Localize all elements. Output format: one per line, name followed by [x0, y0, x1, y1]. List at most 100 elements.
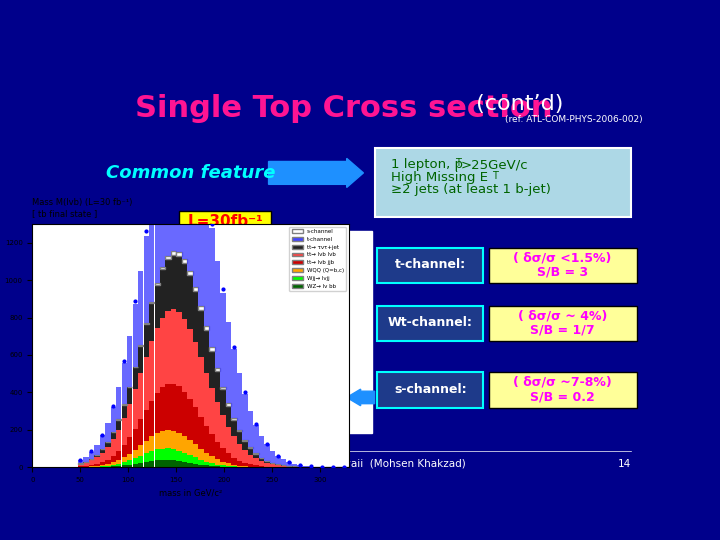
Bar	[297, 465, 302, 467]
Bar	[258, 461, 264, 466]
Bar	[160, 269, 166, 318]
Bar	[166, 122, 171, 256]
Text: S/B = 1/7: S/B = 1/7	[531, 323, 595, 336]
Bar	[160, 460, 166, 467]
Bar	[199, 306, 204, 310]
Bar	[210, 351, 215, 388]
Bar	[231, 349, 237, 418]
Bar	[127, 454, 132, 460]
Bar	[122, 465, 127, 467]
Bar	[149, 461, 154, 467]
Bar	[105, 465, 110, 467]
Point	[294, 461, 305, 469]
Text: t-channel:: t-channel:	[395, 258, 466, 271]
Bar	[231, 418, 237, 420]
Bar	[89, 465, 94, 467]
Point	[283, 457, 294, 466]
Bar	[193, 457, 198, 464]
Bar	[182, 462, 187, 467]
Bar	[94, 466, 99, 467]
Bar	[176, 252, 182, 256]
Bar	[149, 302, 154, 303]
Point	[305, 462, 317, 470]
Bar	[155, 285, 160, 328]
Text: Nov. 1, 2006: Nov. 1, 2006	[124, 459, 189, 469]
Bar	[171, 251, 176, 255]
Text: DPF 2006, Hawaii  (Mohsen Khakzad): DPF 2006, Hawaii (Mohsen Khakzad)	[272, 459, 466, 469]
Bar	[149, 201, 154, 302]
Bar	[215, 371, 220, 402]
Bar	[122, 445, 127, 457]
Bar	[204, 197, 210, 326]
Bar	[160, 387, 166, 431]
Bar	[199, 449, 204, 460]
Bar	[138, 463, 143, 467]
Bar	[116, 387, 122, 420]
Bar	[248, 448, 253, 455]
Bar	[215, 368, 220, 371]
Bar	[176, 105, 182, 252]
Bar	[155, 433, 160, 449]
Bar	[237, 373, 242, 430]
Bar	[84, 463, 89, 466]
Bar	[99, 435, 105, 449]
Bar	[171, 449, 176, 460]
Point	[75, 456, 86, 464]
Bar	[215, 442, 220, 460]
Bar	[166, 384, 171, 430]
Bar	[308, 466, 313, 467]
Bar	[149, 436, 154, 451]
Bar	[84, 462, 89, 463]
Bar	[149, 401, 154, 436]
Text: (cont’d): (cont’d)	[469, 94, 564, 114]
Bar	[264, 461, 269, 463]
Bar	[138, 346, 143, 373]
Text: T: T	[456, 158, 462, 168]
Point	[250, 420, 261, 428]
FancyArrow shape	[269, 158, 364, 187]
Bar	[166, 460, 171, 467]
Bar	[166, 449, 171, 460]
Point	[228, 343, 240, 352]
Bar	[264, 444, 269, 461]
Bar	[116, 460, 122, 464]
Bar	[138, 420, 143, 445]
Text: ( δσ/σ ~ 4%): ( δσ/σ ~ 4%)	[518, 309, 607, 322]
Bar	[99, 449, 105, 453]
Bar	[155, 460, 160, 467]
Bar	[176, 433, 182, 451]
Text: Common feature: Common feature	[106, 164, 275, 182]
Bar	[226, 322, 231, 403]
Bar	[220, 415, 225, 448]
FancyArrow shape	[347, 389, 374, 406]
Bar	[199, 310, 204, 357]
Bar	[231, 436, 237, 457]
Point	[119, 357, 130, 366]
Bar	[204, 373, 210, 426]
Bar	[143, 323, 149, 324]
Bar	[138, 345, 143, 346]
Bar	[187, 275, 193, 329]
Bar	[105, 460, 110, 464]
Bar	[182, 453, 187, 462]
Bar	[132, 389, 138, 429]
Bar	[143, 453, 149, 462]
Point	[207, 219, 218, 228]
Bar	[231, 465, 237, 467]
Bar	[127, 437, 132, 454]
Bar	[94, 464, 99, 466]
Bar	[116, 466, 122, 467]
Bar	[243, 441, 248, 450]
Bar	[105, 464, 110, 465]
Text: s-channel:: s-channel:	[394, 383, 467, 396]
Bar	[226, 466, 231, 467]
Bar	[89, 460, 94, 465]
Bar	[111, 465, 116, 467]
X-axis label: mass in GeV/c²: mass in GeV/c²	[159, 488, 222, 497]
Bar	[281, 460, 286, 465]
Point	[272, 451, 284, 460]
Bar	[149, 451, 154, 461]
Bar	[84, 466, 89, 467]
Bar	[210, 347, 215, 351]
Bar	[199, 416, 204, 449]
